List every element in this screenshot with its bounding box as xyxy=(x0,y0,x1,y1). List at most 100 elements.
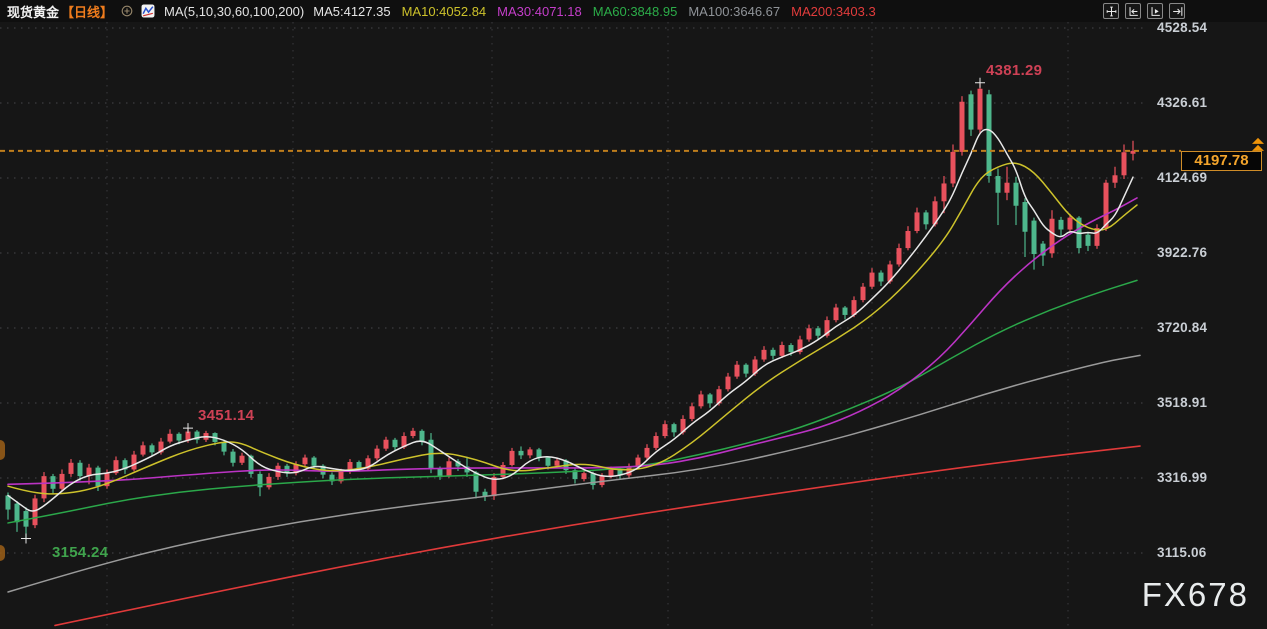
candle-body xyxy=(14,503,20,523)
price-axis-label: 3518.91 xyxy=(1157,395,1208,410)
candle-body xyxy=(770,349,776,356)
scroll-right-icon[interactable] xyxy=(1147,3,1163,19)
candle-body xyxy=(590,473,596,486)
candle-body xyxy=(338,471,344,482)
candle-body xyxy=(707,394,713,404)
candle-body xyxy=(401,436,407,448)
candle-body xyxy=(86,467,92,477)
candle-body xyxy=(815,328,821,336)
add-indicator-icon[interactable] xyxy=(121,5,133,17)
price-annotation: 3154.24 xyxy=(52,544,109,562)
candle-body xyxy=(185,431,191,441)
jump-latest-icon[interactable] xyxy=(1169,3,1185,19)
kline-style-icon[interactable] xyxy=(141,4,155,18)
candle-body xyxy=(716,389,722,404)
price-axis-label: 3720.84 xyxy=(1157,320,1208,335)
candle-body xyxy=(311,457,317,466)
candle-body xyxy=(626,466,632,476)
candle-body xyxy=(32,498,38,526)
ma-line-MA60 xyxy=(7,279,1138,524)
candle-body xyxy=(977,88,983,130)
candle-body xyxy=(5,495,11,510)
candle-body xyxy=(473,472,479,492)
candle-body xyxy=(896,248,902,265)
candle-body xyxy=(464,466,470,473)
candle-body xyxy=(689,406,695,419)
candle-body xyxy=(410,430,416,437)
candle-body xyxy=(869,272,875,287)
candle-body xyxy=(671,424,677,433)
candle-body xyxy=(77,462,83,477)
price-axis-label: 4124.69 xyxy=(1157,170,1208,185)
candle-body xyxy=(1085,234,1091,246)
period-tag[interactable]: 【日线】 xyxy=(61,4,114,20)
candle-body xyxy=(392,439,398,448)
candle-body xyxy=(617,469,623,476)
candle-body xyxy=(113,460,119,474)
candle-body xyxy=(743,364,749,374)
candle-body xyxy=(536,449,542,458)
candle-body xyxy=(914,212,920,231)
candle-body xyxy=(572,470,578,480)
candle-body xyxy=(1094,228,1100,246)
price-axis-label: 4326.61 xyxy=(1157,95,1208,110)
candle-body xyxy=(698,394,704,407)
candle-body xyxy=(257,473,263,488)
candle-body xyxy=(995,176,1001,193)
candle-body xyxy=(302,457,308,465)
scroll-left-icon[interactable] xyxy=(1125,3,1141,19)
ma-legend-MA5: MA5:4127.35 xyxy=(313,3,391,19)
candle-body xyxy=(221,441,227,452)
candle-body xyxy=(1112,175,1118,183)
candle-body xyxy=(167,433,173,442)
candle-body xyxy=(68,462,74,474)
ma-legend-MA30: MA30:4071.18 xyxy=(497,3,582,19)
candle-body xyxy=(1040,243,1046,256)
ma-line-MA200 xyxy=(54,445,1141,627)
candle-body xyxy=(581,473,587,480)
clipped-marker-fragment xyxy=(0,440,5,460)
candle-body xyxy=(455,461,461,467)
candle-body xyxy=(950,151,956,184)
candle-body xyxy=(653,436,659,448)
price-up-arrow-icon xyxy=(1252,144,1264,151)
pan-crosshair-icon[interactable] xyxy=(1103,3,1119,19)
candle-body xyxy=(725,376,731,390)
candle-body xyxy=(248,455,254,474)
candle-body xyxy=(968,94,974,130)
candle-body xyxy=(806,328,812,340)
candle-body xyxy=(878,272,884,282)
candle-body xyxy=(1031,220,1037,255)
candle-body xyxy=(365,458,371,469)
candle-body xyxy=(1013,182,1019,206)
candle-body xyxy=(941,183,947,202)
candle-body xyxy=(383,439,389,449)
candle-body xyxy=(356,462,362,469)
candle-body xyxy=(140,445,146,455)
candle-body xyxy=(104,473,110,487)
price-up-arrow-icon xyxy=(1252,137,1264,144)
candle-body xyxy=(329,474,335,482)
candle-body xyxy=(644,447,650,458)
candle-body xyxy=(932,201,938,225)
candle-body xyxy=(437,468,443,477)
ma-line-MA30 xyxy=(7,197,1138,486)
candle-body xyxy=(59,473,65,489)
candle-body xyxy=(527,449,533,456)
candle-body xyxy=(194,431,200,440)
candle-body xyxy=(851,300,857,315)
ma-line-MA10 xyxy=(7,162,1138,495)
candle-body xyxy=(833,307,839,321)
ma-line-MA5 xyxy=(7,128,1134,512)
candle-body xyxy=(752,359,758,374)
candle-body xyxy=(1103,182,1109,229)
extreme-cross-marker xyxy=(21,533,31,544)
candle-body xyxy=(635,457,641,467)
ma-legend-MA100: MA100:3646.67 xyxy=(688,3,781,19)
candle-body xyxy=(761,349,767,360)
candle-body xyxy=(293,464,299,474)
candle-body xyxy=(599,476,605,486)
symbol-title: 现货黄金 xyxy=(7,4,60,20)
price-axis-label: 3115.06 xyxy=(1157,545,1207,560)
